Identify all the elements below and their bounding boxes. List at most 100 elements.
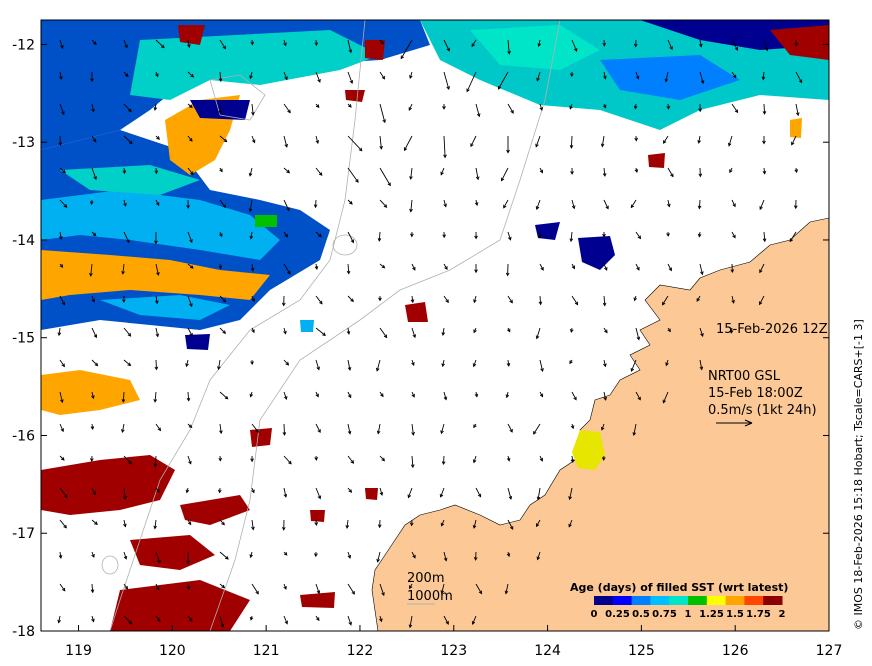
current-vector bbox=[536, 327, 541, 339]
current-vector-head bbox=[662, 140, 667, 144]
current-vector-head bbox=[509, 299, 513, 304]
current-vector bbox=[759, 199, 765, 210]
current-vector-head bbox=[446, 47, 450, 52]
current-vector-head bbox=[319, 300, 323, 305]
current-vector bbox=[507, 519, 514, 530]
current-vector-head bbox=[410, 233, 414, 238]
current-vector bbox=[443, 295, 449, 303]
side-credit: © IMOS 18-Feb-2026 15:18 Hobart; Tscale=… bbox=[852, 319, 865, 630]
current-vector-head bbox=[538, 301, 543, 306]
current-vector-head bbox=[59, 76, 63, 81]
current-vector-head bbox=[634, 169, 639, 174]
current-vector bbox=[475, 487, 481, 497]
current-vector-head bbox=[377, 524, 382, 529]
current-vector-head bbox=[58, 235, 63, 240]
current-vector-head bbox=[376, 430, 381, 435]
current-vector bbox=[59, 391, 63, 403]
current-vector-head bbox=[251, 489, 255, 494]
current-vector-head bbox=[127, 362, 132, 367]
current-vector bbox=[731, 71, 737, 78]
current-vector-head bbox=[251, 111, 255, 116]
current-vector bbox=[699, 39, 702, 47]
current-vector-head bbox=[188, 460, 192, 465]
current-vector bbox=[347, 135, 363, 152]
current-vector-head bbox=[602, 42, 607, 47]
current-vector-head bbox=[412, 266, 416, 271]
current-vector-head bbox=[637, 396, 641, 401]
current-vector bbox=[536, 71, 541, 81]
current-vector-head bbox=[630, 367, 635, 372]
current-vector-head bbox=[155, 202, 160, 207]
current-vector bbox=[763, 231, 766, 242]
current-vector-head bbox=[153, 525, 157, 530]
current-vector-head bbox=[729, 169, 733, 174]
current-vector bbox=[59, 103, 65, 115]
current-vector-head bbox=[156, 489, 160, 493]
current-vector bbox=[411, 423, 414, 435]
current-vector bbox=[123, 103, 132, 112]
current-vector-head bbox=[91, 108, 95, 113]
current-vector bbox=[603, 391, 607, 400]
current-vector bbox=[443, 135, 446, 158]
current-vector-head bbox=[283, 551, 288, 556]
current-vector bbox=[347, 71, 353, 84]
current-vector-head bbox=[445, 621, 449, 625]
patch-red-w1 bbox=[41, 455, 175, 515]
current-vector-head bbox=[473, 557, 478, 561]
current-vector-head bbox=[189, 104, 193, 109]
current-vector bbox=[635, 327, 640, 340]
patch-red-c1 bbox=[405, 302, 428, 322]
current-vector-head bbox=[93, 334, 98, 339]
legend-tick-label: 1.75 bbox=[746, 609, 771, 620]
current-vector-head bbox=[409, 75, 413, 79]
current-vector bbox=[59, 455, 65, 461]
current-vector-head bbox=[506, 362, 511, 367]
current-vector-head bbox=[121, 429, 125, 434]
current-vector-head bbox=[510, 109, 514, 114]
current-vector bbox=[347, 199, 353, 205]
current-vector-head bbox=[795, 112, 800, 117]
legend-colorbar bbox=[594, 596, 783, 605]
legend-tick-label: 1.25 bbox=[699, 609, 724, 620]
current-vector bbox=[570, 231, 573, 242]
current-vector bbox=[155, 615, 161, 622]
current-vector-head bbox=[473, 329, 477, 334]
current-vector bbox=[283, 199, 290, 211]
current-vector-head bbox=[762, 238, 767, 243]
current-vector bbox=[283, 71, 288, 80]
current-vector-head bbox=[315, 104, 320, 109]
current-vector-head bbox=[506, 553, 511, 558]
contour-bank-3 bbox=[101, 555, 119, 575]
current-vector-head bbox=[411, 362, 415, 366]
current-vector-head bbox=[666, 233, 670, 237]
current-vector bbox=[155, 39, 165, 48]
current-vector-head bbox=[442, 234, 446, 239]
current-vector bbox=[376, 359, 381, 371]
current-vector bbox=[187, 327, 193, 337]
patch-blue-west2 bbox=[100, 295, 230, 320]
lon-tick-label: 122 bbox=[347, 643, 374, 659]
current-vector-head bbox=[60, 45, 64, 49]
current-vector-head bbox=[794, 169, 799, 174]
current-vector bbox=[123, 551, 127, 560]
patch-navy-e2 bbox=[578, 236, 615, 270]
legend-color-segment bbox=[631, 596, 651, 605]
patch-cyan-west bbox=[60, 165, 200, 195]
current-vector-head bbox=[472, 363, 477, 368]
current-vector-head bbox=[601, 457, 606, 461]
current-vector-head bbox=[123, 202, 127, 207]
current-vector bbox=[473, 359, 477, 367]
current-vector bbox=[91, 295, 95, 302]
patch-red-n1 bbox=[178, 25, 205, 45]
current-vector-head bbox=[507, 50, 511, 55]
current-vector-head bbox=[93, 41, 97, 45]
current-vector-head bbox=[255, 590, 259, 595]
current-vector bbox=[471, 39, 477, 47]
current-vector-head bbox=[347, 394, 352, 399]
current-vector bbox=[443, 551, 447, 561]
current-vector-head bbox=[536, 556, 541, 561]
current-vector bbox=[603, 71, 606, 79]
current-vector-head bbox=[602, 302, 607, 307]
current-vector bbox=[410, 167, 413, 180]
current-vector bbox=[251, 423, 259, 433]
